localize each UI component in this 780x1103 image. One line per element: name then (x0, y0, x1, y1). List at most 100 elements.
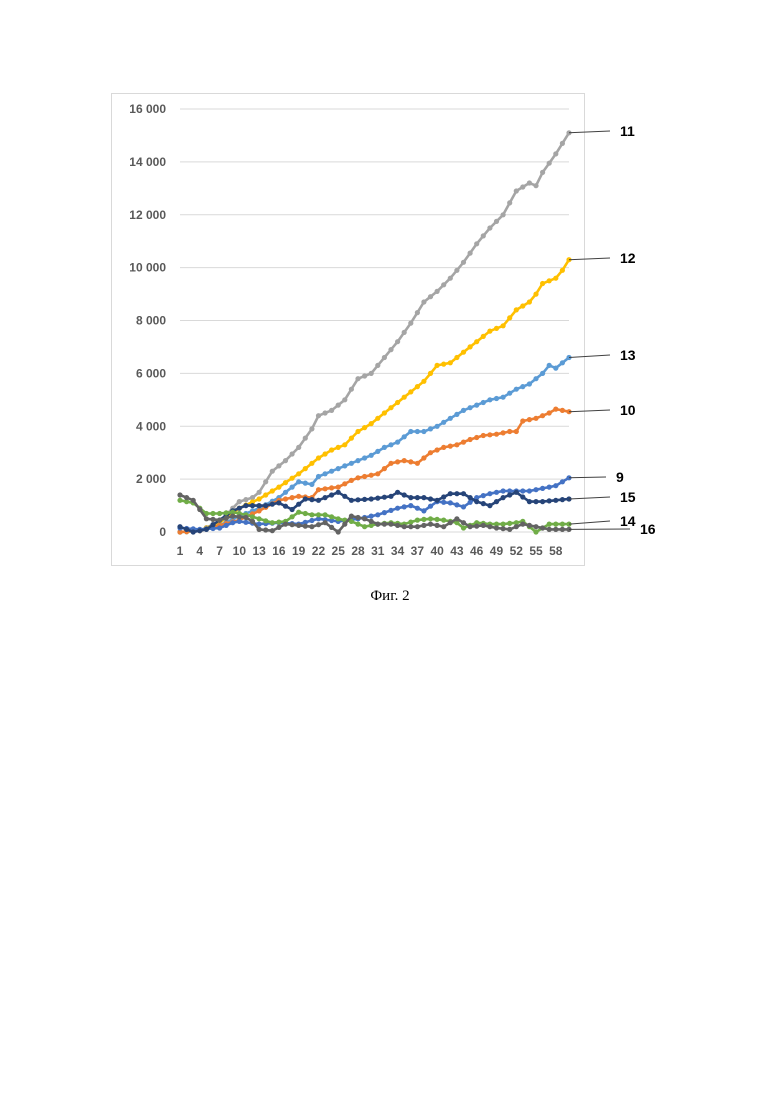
data-point (468, 437, 473, 442)
data-point (468, 251, 473, 256)
data-point (520, 184, 525, 189)
data-point (355, 515, 360, 520)
data-point (263, 527, 268, 532)
data-point (309, 497, 314, 502)
data-point (355, 429, 360, 434)
data-point (487, 491, 492, 496)
data-point (540, 525, 545, 530)
data-point (395, 339, 400, 344)
data-point (217, 525, 222, 530)
data-point (323, 486, 328, 491)
data-point (369, 519, 374, 524)
data-point (494, 219, 499, 224)
data-point (501, 495, 506, 500)
data-point (454, 502, 459, 507)
data-point (355, 475, 360, 480)
data-point (290, 451, 295, 456)
data-point (494, 490, 499, 495)
data-point (540, 486, 545, 491)
data-point (441, 500, 446, 505)
data-point (303, 496, 308, 501)
data-point (369, 496, 374, 501)
data-point (369, 514, 374, 519)
data-point (560, 479, 565, 484)
data-point (197, 507, 202, 512)
data-point (342, 494, 347, 499)
data-point (487, 503, 492, 508)
data-point (474, 241, 479, 246)
data-point (461, 350, 466, 355)
data-point (375, 522, 380, 527)
data-point (362, 373, 367, 378)
data-point (382, 510, 387, 515)
data-point (382, 495, 387, 500)
data-point (533, 529, 538, 534)
data-point (533, 376, 538, 381)
data-point (560, 497, 565, 502)
data-point (349, 436, 354, 441)
data-point (481, 523, 486, 528)
data-point (369, 453, 374, 458)
y-tick-label: 12 000 (129, 208, 166, 222)
data-point (474, 339, 479, 344)
x-tick-label: 22 (312, 544, 326, 558)
data-point (435, 447, 440, 452)
data-point (527, 299, 532, 304)
data-point (276, 520, 281, 525)
callout-leader (569, 477, 606, 478)
data-point (547, 363, 552, 368)
data-point (243, 503, 248, 508)
data-point (540, 413, 545, 418)
data-point (349, 498, 354, 503)
x-tick-label: 46 (470, 544, 484, 558)
data-point (323, 520, 328, 525)
y-tick-label: 16 000 (129, 102, 166, 116)
data-point (533, 292, 538, 297)
data-point (428, 450, 433, 455)
data-point (435, 523, 440, 528)
data-point (388, 508, 393, 513)
data-point (481, 493, 486, 498)
data-point (316, 487, 321, 492)
data-point (316, 498, 321, 503)
data-point (540, 371, 545, 376)
data-point (336, 490, 341, 495)
data-point (421, 495, 426, 500)
data-point (408, 495, 413, 500)
data-point (553, 527, 558, 532)
data-point (375, 449, 380, 454)
data-point (428, 371, 433, 376)
data-point (428, 496, 433, 501)
data-point (415, 518, 420, 523)
data-point (547, 278, 552, 283)
x-tick-label: 31 (371, 544, 385, 558)
data-point (309, 482, 314, 487)
data-point (402, 504, 407, 509)
data-point (441, 420, 446, 425)
data-point (204, 527, 209, 532)
series-label: 12 (620, 250, 636, 266)
data-point (527, 488, 532, 493)
data-point (250, 519, 255, 524)
data-point (336, 403, 341, 408)
data-point (369, 371, 374, 376)
data-point (290, 507, 295, 512)
data-point (560, 360, 565, 365)
line-chart: 02 0004 0006 0008 00010 00012 00014 0001… (112, 94, 586, 567)
data-point (474, 435, 479, 440)
data-point (336, 529, 341, 534)
y-tick-label: 14 000 (129, 155, 166, 169)
data-point (395, 400, 400, 405)
data-point (540, 499, 545, 504)
data-point (395, 523, 400, 528)
data-point (375, 363, 380, 368)
x-tick-label: 34 (391, 544, 405, 558)
data-point (329, 485, 334, 490)
data-point (276, 485, 281, 490)
data-point (421, 299, 426, 304)
data-point (520, 488, 525, 493)
data-point (309, 512, 314, 517)
series-label: 14 (620, 513, 636, 529)
data-point (448, 416, 453, 421)
data-point (184, 495, 189, 500)
